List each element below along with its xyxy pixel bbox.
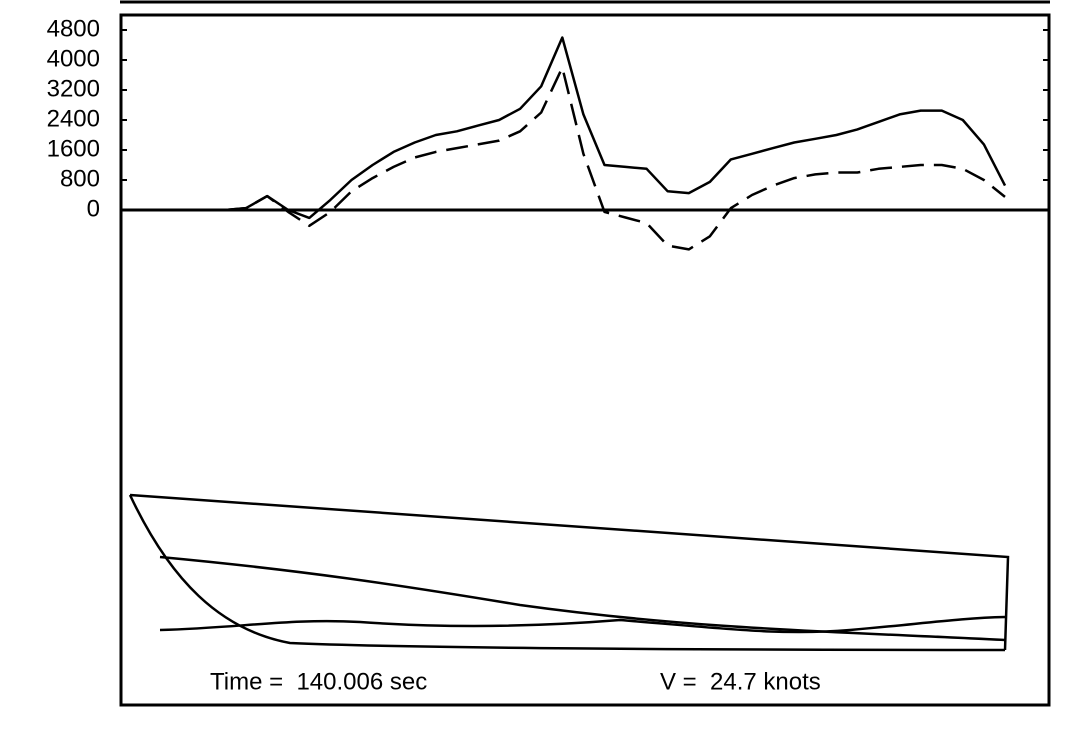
speed-label: V = 24.7 knots	[660, 668, 821, 695]
y-tick-label: 1600	[47, 135, 100, 162]
hull-drawing	[128, 493, 1010, 652]
waterline	[159, 615, 1006, 634]
data-line	[224, 36, 1007, 220]
plot-frame	[119, 13, 1051, 707]
time-label: Time = 140.006 sec	[210, 668, 427, 695]
y-tick-label: 800	[60, 165, 100, 192]
y-tick-label: 4800	[47, 15, 100, 42]
hull-sheer	[129, 493, 1010, 651]
data-line	[224, 66, 1006, 251]
hull-chine	[159, 555, 1006, 642]
y-tick-label: 0	[87, 195, 100, 222]
y-tick-label: 3200	[47, 75, 100, 102]
hull-keel	[128, 494, 1006, 652]
y-tick-label: 2400	[47, 105, 100, 132]
y-tick-label: 4000	[47, 45, 100, 72]
